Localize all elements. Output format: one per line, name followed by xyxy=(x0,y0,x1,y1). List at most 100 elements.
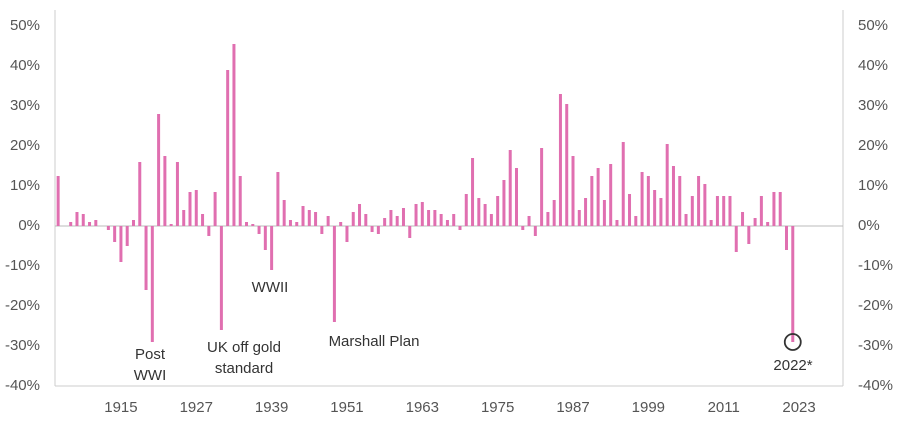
bar xyxy=(119,226,123,262)
bar xyxy=(671,166,675,226)
x-tick-label: 1987 xyxy=(556,399,589,416)
bar xyxy=(540,148,544,226)
bar xyxy=(314,212,318,226)
bar xyxy=(150,226,154,342)
x-tick-label: 1975 xyxy=(481,399,514,416)
x-tick-label: 1963 xyxy=(406,399,439,416)
bar xyxy=(420,202,424,226)
y2-tick-label: -40% xyxy=(858,377,893,394)
annotation: standard xyxy=(215,360,273,377)
y2-tick-label: 0% xyxy=(858,217,880,234)
y-tick-label: 10% xyxy=(10,177,40,194)
bar xyxy=(741,212,745,226)
bar xyxy=(502,180,506,226)
bar xyxy=(138,162,142,226)
bar xyxy=(401,208,405,226)
bar xyxy=(263,226,267,250)
bar xyxy=(521,226,525,230)
bar xyxy=(489,214,493,226)
bar xyxy=(471,158,475,226)
x-tick-label: 1915 xyxy=(104,399,137,416)
bar xyxy=(496,196,500,226)
bar xyxy=(88,222,92,226)
bar xyxy=(715,196,719,226)
bar xyxy=(439,214,443,226)
bar xyxy=(238,176,242,226)
x-tick-label: 1999 xyxy=(632,399,665,416)
bar xyxy=(226,70,230,226)
bar xyxy=(590,176,594,226)
bar xyxy=(427,210,431,226)
bar xyxy=(282,200,286,226)
y-tick-label: -30% xyxy=(5,337,40,354)
y2-tick-label: -30% xyxy=(858,337,893,354)
bar xyxy=(320,226,324,234)
bar xyxy=(175,162,179,226)
bar xyxy=(433,210,437,226)
annotation: 2022* xyxy=(773,357,812,374)
bar xyxy=(665,144,669,226)
annotation: UK off gold xyxy=(207,339,281,356)
bar xyxy=(678,176,682,226)
bar xyxy=(602,200,606,226)
y-tick-label: 0% xyxy=(18,217,40,234)
bar xyxy=(245,222,249,226)
bar xyxy=(653,190,657,226)
bar xyxy=(565,104,569,226)
bar xyxy=(276,172,280,226)
bar xyxy=(408,226,412,238)
y-tick-label: -40% xyxy=(5,377,40,394)
bar xyxy=(94,220,98,226)
y2-tick-label: 50% xyxy=(858,17,888,34)
x-tick-label: 2011 xyxy=(708,399,740,416)
bar xyxy=(207,226,211,236)
bar xyxy=(307,210,311,226)
bar xyxy=(213,192,217,226)
y2-tick-label: -20% xyxy=(858,297,893,314)
bar xyxy=(288,220,292,226)
bar xyxy=(483,204,487,226)
bar xyxy=(131,220,135,226)
x-tick-label: 1927 xyxy=(180,399,213,416)
bar xyxy=(295,222,299,226)
bar xyxy=(546,212,550,226)
bar xyxy=(615,220,619,226)
annotation: WWII xyxy=(252,279,289,296)
bar xyxy=(445,220,449,226)
bar xyxy=(395,216,399,226)
bar xyxy=(697,176,701,226)
bar xyxy=(690,196,694,226)
bar xyxy=(81,214,85,226)
bar xyxy=(609,164,613,226)
bar xyxy=(734,226,738,252)
highlight-circle xyxy=(783,333,802,351)
bar xyxy=(75,212,79,226)
y2-tick-label: 10% xyxy=(858,177,888,194)
bar xyxy=(182,210,186,226)
annotation: Post xyxy=(135,346,166,363)
bar xyxy=(332,226,336,322)
bar xyxy=(163,156,167,226)
bar xyxy=(169,224,173,226)
bar xyxy=(577,210,581,226)
bar xyxy=(351,212,355,226)
bar xyxy=(301,206,305,226)
bar xyxy=(621,142,625,226)
bar xyxy=(508,150,512,226)
bar xyxy=(389,210,393,226)
bar xyxy=(766,222,770,226)
bar xyxy=(552,200,556,226)
y-tick-label: 20% xyxy=(10,137,40,154)
bar xyxy=(634,216,638,226)
bar xyxy=(194,190,198,226)
bar xyxy=(703,184,707,226)
bar xyxy=(709,220,713,226)
bar xyxy=(722,196,726,226)
bar xyxy=(69,222,73,226)
bar xyxy=(659,198,663,226)
bar xyxy=(144,226,148,290)
bar xyxy=(464,194,468,226)
bar xyxy=(370,226,374,232)
